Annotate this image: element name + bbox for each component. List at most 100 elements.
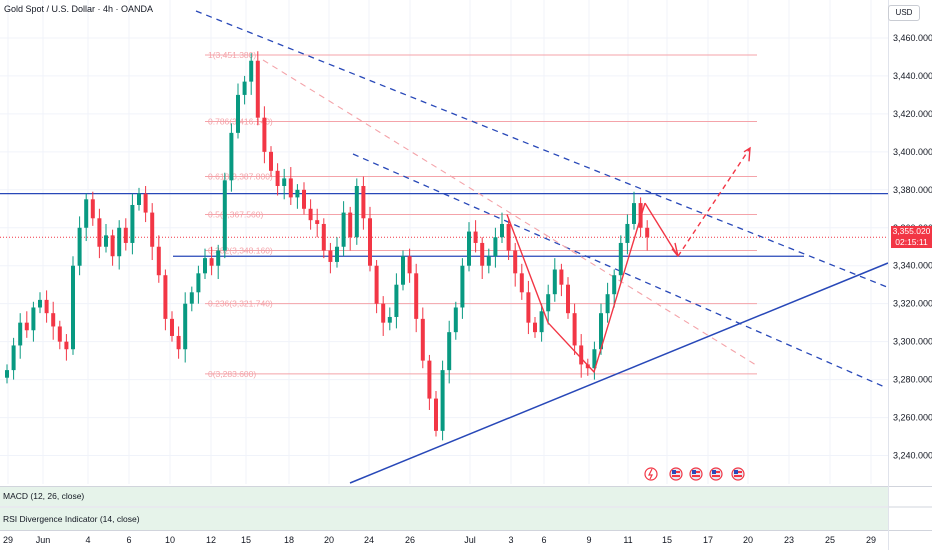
candle-body <box>368 218 372 266</box>
price-tick-label: 3,400.000 <box>893 147 932 157</box>
candle-body <box>401 256 405 285</box>
arrowhead <box>743 146 751 162</box>
time-tick-label: 18 <box>284 535 294 545</box>
symbol-title[interactable]: Gold Spot / U.S. Dollar · 4h · OANDA <box>4 4 154 14</box>
candle-body <box>288 178 293 198</box>
price-axis[interactable]: 3,460.000 3,440.000 3,420.000 3,400.000 3,38… <box>893 33 932 461</box>
time-tick-label: 24 <box>364 535 374 545</box>
candle-body <box>473 231 478 243</box>
candle-body <box>427 360 432 399</box>
candle-body <box>236 94 240 133</box>
price-tick-label: 3,320.000 <box>893 299 932 309</box>
candle-body <box>150 212 155 247</box>
time-tick-label: 9 <box>586 535 591 545</box>
price-tick-label: 3,240.000 <box>893 451 932 461</box>
candle-body <box>453 307 458 333</box>
candle-body <box>64 341 69 350</box>
time-axis[interactable]: 29 Jun 4 6 10 12 15 18 20 24 26 Jul 3 6 9 11 15 17 20 23 25 2… <box>3 535 876 545</box>
candle-body <box>255 60 260 118</box>
candle-body <box>552 269 557 295</box>
candle-body <box>361 186 366 219</box>
time-tick-label: 3 <box>508 535 513 545</box>
fib-level-label: 0.786(3,416.140) <box>208 116 273 126</box>
candle-body <box>143 193 148 213</box>
candle-body <box>71 265 75 350</box>
flag-canton <box>712 470 716 474</box>
drawings <box>506 146 751 374</box>
zigzag-drawing <box>506 202 646 374</box>
candle-body <box>183 303 188 350</box>
rsi-label[interactable]: RSI Divergence Indicator (14, close) <box>3 514 140 524</box>
candle-body <box>572 313 577 346</box>
currency-button[interactable]: USD <box>888 5 920 21</box>
flag-canton <box>692 470 696 474</box>
candle-body <box>308 208 313 221</box>
candle-body <box>90 199 95 219</box>
candle-body <box>533 322 537 333</box>
candle-body <box>262 117 267 152</box>
candle-body <box>295 189 300 198</box>
lightning-event-icon <box>644 467 658 481</box>
candle-body <box>374 265 379 304</box>
candle-body <box>196 273 201 293</box>
time-tick-label: Jul <box>464 535 476 545</box>
candle-body <box>117 227 122 257</box>
time-tick-label: 6 <box>126 535 131 545</box>
time-tick-label: 12 <box>206 535 216 545</box>
candle-body <box>480 242 485 266</box>
time-tick-label: 25 <box>825 535 835 545</box>
last-price-value: 3,355.020 <box>892 226 931 236</box>
candle-body <box>645 227 650 238</box>
rsi-panel[interactable] <box>0 508 888 530</box>
candle-body <box>407 256 412 274</box>
macd-panel[interactable] <box>0 487 888 506</box>
candle-body <box>625 223 630 243</box>
candle-body <box>97 218 102 247</box>
candle-body <box>249 60 254 82</box>
price-tick-label: 3,440.000 <box>893 71 932 81</box>
lightning-bolt <box>648 468 653 480</box>
time-tick-label: 29 <box>866 535 876 545</box>
candle-body <box>414 273 419 319</box>
fib-level-label: 0.236(3,321.740) <box>208 299 273 309</box>
time-tick-label: 15 <box>662 535 672 545</box>
candle-body <box>18 322 23 346</box>
price-tick-label: 3,420.000 <box>893 109 932 119</box>
time-tick-label: 20 <box>324 535 334 545</box>
fib-level-label: 0.618(3,387.800) <box>208 172 273 182</box>
fib-level-label: 0.382(3,348.160) <box>208 246 273 256</box>
candle-body <box>513 250 518 274</box>
price-tick-label: 3,300.000 <box>893 337 932 347</box>
candle-body <box>24 322 29 331</box>
candle-body <box>539 311 544 333</box>
macd-label[interactable]: MACD (12, 26, close) <box>3 491 85 501</box>
candle-body <box>381 303 386 323</box>
candle-body <box>447 332 452 371</box>
candle-body <box>123 227 128 243</box>
candle-body <box>341 212 346 247</box>
price-tick-label: 3,460.000 <box>893 33 932 43</box>
candle-body <box>559 269 564 285</box>
candle-body <box>612 275 617 295</box>
candle-body <box>434 398 438 431</box>
candle-body <box>242 81 247 95</box>
grid <box>0 0 888 484</box>
candle-body <box>216 250 221 266</box>
candle-body <box>163 275 168 319</box>
candle-body <box>546 294 551 312</box>
candle-body <box>222 180 227 251</box>
candle-body <box>31 307 36 331</box>
candle-body <box>203 258 207 274</box>
candle-body <box>579 345 584 365</box>
candle-body <box>335 246 339 262</box>
upper-resistance-trendline <box>195 10 888 288</box>
candle-body <box>519 273 524 293</box>
price-tick-label: 3,380.000 <box>893 185 932 195</box>
candle-body <box>321 223 326 251</box>
candle-body <box>156 246 161 276</box>
candle-body <box>618 242 623 276</box>
projection-down-arrow <box>644 202 679 257</box>
candle-body <box>486 256 491 266</box>
candle-body <box>493 237 498 257</box>
